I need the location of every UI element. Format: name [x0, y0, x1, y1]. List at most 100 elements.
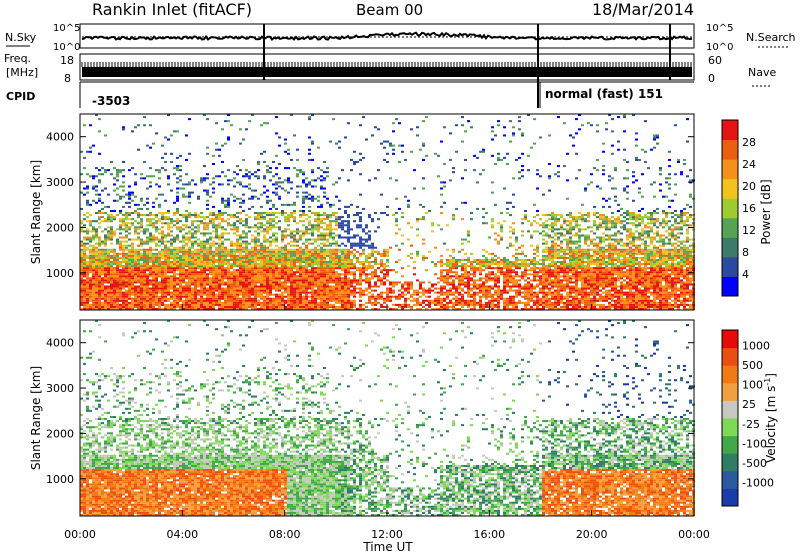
power-cell [278, 220, 281, 223]
power-cell [110, 173, 113, 176]
power-cell [464, 301, 467, 304]
power-cell [101, 281, 104, 284]
power-cell [248, 295, 251, 298]
power-cell [311, 248, 314, 251]
power-cell [143, 271, 146, 274]
power-cell [140, 305, 143, 308]
power-cell [173, 291, 176, 294]
power-cell [371, 250, 374, 253]
power-cell [302, 201, 305, 204]
power-cell [110, 216, 113, 219]
power-cell [212, 254, 215, 257]
power-cell [107, 293, 110, 296]
power-cell [209, 303, 212, 306]
power-cell [347, 305, 350, 308]
power-cell [248, 273, 251, 276]
power-cell [146, 187, 149, 190]
power-cell [164, 254, 167, 257]
power-cell [461, 267, 464, 270]
power-cell [161, 269, 164, 272]
power-cell [83, 303, 86, 306]
power-cell [125, 291, 128, 294]
power-cell [152, 224, 155, 227]
power-cell [104, 271, 107, 274]
power-cell [344, 295, 347, 298]
power-cell [206, 297, 209, 300]
power-cell [185, 244, 188, 247]
power-cell [224, 273, 227, 276]
power-cell [116, 275, 119, 278]
power-cell [269, 297, 272, 300]
power-cell [158, 228, 161, 231]
power-cell [302, 283, 305, 286]
power-cell [242, 279, 245, 282]
power-cell [164, 291, 167, 294]
power-cell [179, 289, 182, 292]
power-cell [80, 293, 83, 296]
power-cell [461, 242, 464, 245]
power-cell [305, 271, 308, 274]
power-cell [185, 293, 188, 296]
power-cell [341, 277, 344, 280]
power-cell [380, 269, 383, 272]
power-cell [194, 212, 197, 215]
power-cell [296, 287, 299, 290]
power-cell [140, 242, 143, 245]
power-cell [290, 230, 293, 233]
power-cell [407, 305, 410, 308]
power-cell [374, 177, 377, 180]
power-cell [209, 293, 212, 296]
power-cell [218, 238, 221, 241]
power-cell [416, 220, 419, 223]
power-cell [125, 297, 128, 300]
power-cell [305, 279, 308, 282]
power-cell [95, 297, 98, 300]
power-cell [218, 250, 221, 253]
power-cell [335, 283, 338, 286]
nsky-tick-top: 10^5 [53, 23, 80, 34]
power-cell [272, 285, 275, 288]
power-cell [98, 244, 101, 247]
power-cell [362, 230, 365, 233]
power-cell [305, 295, 308, 298]
power-cell [101, 269, 104, 272]
power-cell [248, 281, 251, 284]
power-cell [248, 263, 251, 266]
power-cell [299, 295, 302, 298]
power-cell [116, 281, 119, 284]
power-cell [290, 236, 293, 239]
power-cell [287, 301, 290, 304]
power-cell [206, 261, 209, 264]
power-cell [101, 271, 104, 274]
power-cell [233, 242, 236, 245]
cpid-row: CPID -3503 normal (fast) 151 [6, 81, 694, 108]
power-cell [212, 242, 215, 245]
power-cell [188, 250, 191, 253]
power-cell [80, 242, 83, 245]
power-cell [188, 265, 191, 268]
power-cell [218, 295, 221, 298]
power-cell [89, 254, 92, 257]
power-cell [452, 307, 455, 310]
power-cell [188, 230, 191, 233]
power-cell [278, 144, 281, 147]
power-cell [158, 299, 161, 302]
power-cell [449, 261, 452, 264]
power-cell [110, 283, 113, 286]
power-cell [335, 252, 338, 255]
power-cell [128, 263, 131, 266]
power-cell [344, 271, 347, 274]
power-cell [263, 185, 266, 188]
power-cell [185, 214, 188, 217]
power-cell [215, 271, 218, 274]
power-cell [170, 252, 173, 255]
power-cell [212, 177, 215, 180]
power-cell [248, 261, 251, 264]
power-cell [452, 267, 455, 270]
power-cell [290, 307, 293, 310]
power-cell [137, 244, 140, 247]
power-cell [92, 269, 95, 272]
power-cell [269, 214, 272, 217]
power-cell [170, 230, 173, 233]
power-cell [170, 287, 173, 290]
